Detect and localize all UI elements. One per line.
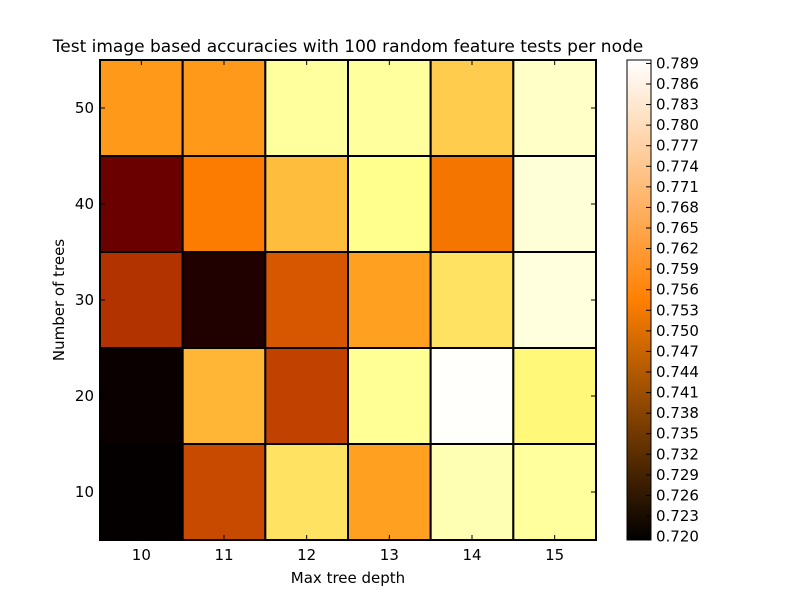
y-axis-ticks: 10 20 30 40 50 <box>75 99 596 501</box>
heatmap-cell <box>429 443 515 541</box>
y-axis-label: Number of trees <box>50 239 68 361</box>
heatmap-cell <box>264 251 350 349</box>
colorbar-tick-label: 0.741 <box>656 384 699 402</box>
heatmap-cell <box>512 155 597 253</box>
colorbar-tick-label: 0.732 <box>656 445 699 463</box>
colorbar-tick-label: 0.771 <box>656 178 699 196</box>
colorbar-tick-label: 0.774 <box>656 157 699 175</box>
colorbar <box>626 59 652 541</box>
heatmap-cell <box>429 59 515 157</box>
y-tick-label: 10 <box>75 483 94 501</box>
heatmap-cell <box>181 443 267 541</box>
colorbar-tick-label: 0.786 <box>656 75 699 93</box>
colorbar-tick-label: 0.768 <box>656 198 699 216</box>
heatmap-cell <box>512 59 597 157</box>
colorbar-tick-label: 0.765 <box>656 219 699 237</box>
heatmap-cell <box>429 347 515 445</box>
x-axis-ticks: 10 11 12 13 14 15 <box>132 60 564 564</box>
colorbar-tick-label: 0.735 <box>656 425 699 443</box>
colorbar-tick-label: 0.789 <box>656 54 699 72</box>
heatmap-cell <box>264 443 350 541</box>
heatmap-cell <box>512 347 597 445</box>
heatmap-cell <box>347 155 432 253</box>
colorbar-tick-label: 0.780 <box>656 116 699 134</box>
heatmap-cell <box>429 251 515 349</box>
y-tick-label: 40 <box>75 195 94 213</box>
colorbar-tick-label: 0.747 <box>656 342 699 360</box>
colorbar-tick-label: 0.720 <box>656 528 699 546</box>
colorbar-tick-label: 0.762 <box>656 240 699 258</box>
chart-title: Test image based accuracies with 100 ran… <box>52 37 643 57</box>
x-tick-label: 11 <box>214 546 233 564</box>
heatmap-cell <box>347 347 432 445</box>
x-axis-label: Max tree depth <box>291 569 405 587</box>
x-tick-label: 15 <box>545 546 564 564</box>
heatmap-cell <box>264 59 350 157</box>
x-tick-label: 14 <box>462 546 481 564</box>
colorbar-tick-label: 0.756 <box>656 281 699 299</box>
heatmap-cell <box>181 251 267 349</box>
y-tick-label: 20 <box>75 387 94 405</box>
heatmap-cell <box>99 347 184 445</box>
heatmap-cells <box>99 59 597 541</box>
heatmap-cell <box>181 347 267 445</box>
colorbar-tick-label: 0.738 <box>656 404 699 422</box>
colorbar-tick-label: 0.759 <box>656 260 699 278</box>
colorbar-tick-label: 0.753 <box>656 301 699 319</box>
x-tick-label: 10 <box>132 546 151 564</box>
heatmap-cell <box>347 251 432 349</box>
x-tick-label: 13 <box>380 546 399 564</box>
y-tick-label: 50 <box>75 99 94 117</box>
colorbar-tick-label: 0.783 <box>656 96 699 114</box>
colorbar-tick-label: 0.777 <box>656 137 699 155</box>
heatmap-cell <box>264 347 350 445</box>
colorbar-ticks: 0.720 0.723 0.726 0.729 0.732 0.735 0.738 0.741… <box>646 54 699 546</box>
heatmap-cell <box>512 251 597 349</box>
colorbar-tick-label: 0.744 <box>656 363 699 381</box>
plot-frame <box>99 59 597 541</box>
heatmap-cell <box>181 59 267 157</box>
colorbar-tick-label: 0.729 <box>656 466 699 484</box>
heatmap-cell <box>181 155 267 253</box>
x-tick-label: 12 <box>297 546 316 564</box>
heatmap-cell <box>429 155 515 253</box>
heatmap-cell <box>99 155 184 253</box>
colorbar-tick-label: 0.726 <box>656 486 699 504</box>
heatmap-cell <box>347 443 432 541</box>
heatmap-cell <box>512 443 597 541</box>
heatmap-cell <box>347 59 432 157</box>
heatmap-cell <box>264 155 350 253</box>
y-tick-label: 30 <box>75 291 94 309</box>
heatmap-cell <box>99 59 184 157</box>
heatmap-cell <box>99 251 184 349</box>
heatmap-cell <box>99 443 184 541</box>
colorbar-tick-label: 0.750 <box>656 322 699 340</box>
colorbar-tick-label: 0.723 <box>656 507 699 525</box>
